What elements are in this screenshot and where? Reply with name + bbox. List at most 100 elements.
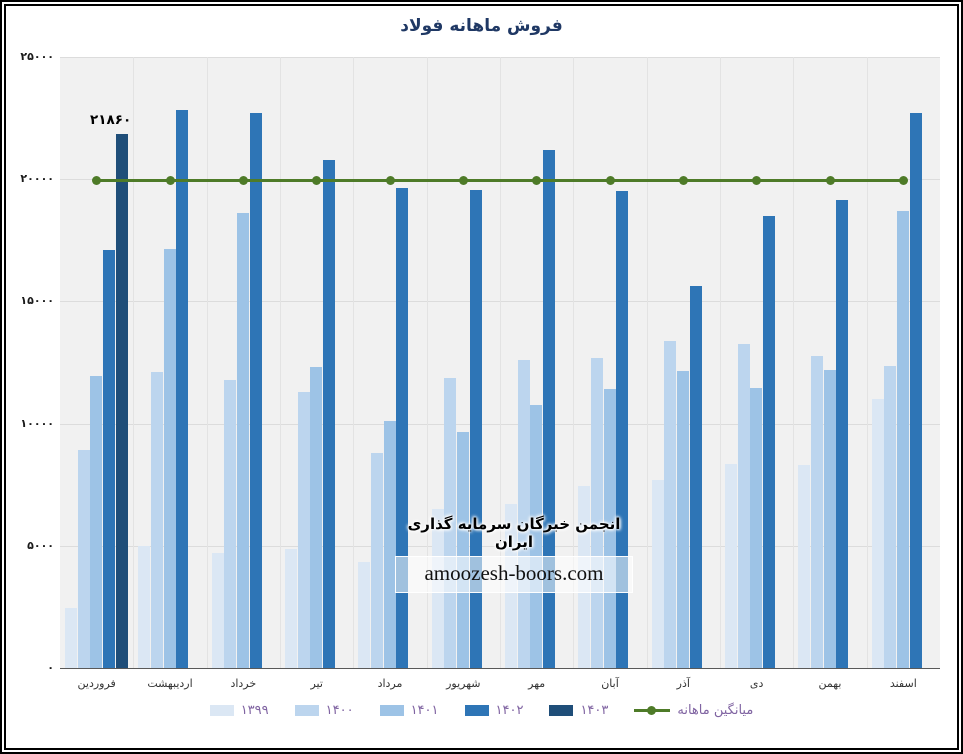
average-dot	[605, 175, 615, 185]
x-tick-label-آبان: آبان	[601, 677, 619, 690]
bar-۱۴۰۱-آبان	[603, 389, 616, 668]
legend-item-۱۳۹۹: ۱۳۹۹	[209, 703, 269, 718]
bar-۱۳۹۹-تیر	[285, 549, 298, 668]
legend-item-۱۴۰۳: ۱۴۰۳	[549, 703, 608, 718]
y-tick-label: ۰	[47, 661, 54, 674]
watermark-org-name: انجمن خبرگان سرمایه گذاری ایران	[407, 515, 621, 551]
bar-۱۴۰۰-تیر	[297, 391, 310, 668]
legend-label: ۱۳۹۹	[240, 703, 269, 718]
x-tick-label-مهر: مهر	[528, 677, 546, 690]
y-tick-label: ۱۰۰۰۰	[20, 416, 54, 430]
bar-۱۴۰۲-آذر	[689, 285, 702, 668]
gridline-vertical	[353, 57, 355, 668]
bar-۱۴۰۲-دی	[763, 215, 776, 668]
bar-۱۴۰۰-آذر	[664, 340, 677, 668]
legend-label: ۱۴۰۳	[580, 703, 609, 718]
average-dot	[238, 175, 248, 185]
average-dot	[532, 175, 542, 185]
gridline-vertical	[866, 57, 868, 668]
legend-item-۱۴۰۲: ۱۴۰۲	[464, 703, 524, 718]
x-tick-label-اسفند: اسفند	[889, 677, 917, 690]
gridline-vertical	[133, 57, 135, 668]
bar-۱۴۰۱-آذر	[677, 371, 690, 668]
bar-۱۴۰۱-دی	[750, 388, 763, 668]
legend-swatch	[379, 705, 404, 716]
legend-swatch	[464, 705, 489, 716]
bar-۱۴۰۱-اسفند	[897, 210, 910, 668]
bar-۱۳۹۹-فروردین	[65, 608, 78, 668]
bar-۱۴۰۲-بهمن	[836, 199, 849, 668]
average-dot	[458, 175, 468, 185]
bar-۱۳۹۹-بهمن	[798, 465, 811, 668]
gridline-vertical	[500, 57, 501, 668]
average-dot	[92, 175, 102, 185]
bar-۱۴۰۲-شهریور	[469, 190, 482, 668]
bar-۱۴۰۱-مرداد	[383, 421, 396, 668]
bar-۱۴۰۰-مرداد	[371, 452, 384, 668]
x-tick-label-خرداد: خرداد	[230, 677, 257, 690]
bar-۱۴۰۰-فروردین	[77, 450, 90, 668]
legend-average-marker-icon	[634, 706, 671, 715]
average-dot	[752, 175, 762, 185]
bar-۱۴۰۰-خرداد	[224, 379, 237, 668]
legend-label: ۱۴۰۰	[325, 703, 354, 718]
bar-۱۴۰۲-مرداد	[396, 187, 409, 668]
x-tick-label-اردیبهشت: اردیبهشت	[147, 677, 193, 690]
bar-۱۴۰۱-تیر	[310, 367, 323, 668]
legend-average-dot	[647, 706, 657, 715]
bar-۱۴۰۳-فروردین	[115, 133, 128, 668]
legend-label: ۱۴۰۲	[495, 703, 524, 718]
bar-۱۴۰۰-اردیبهشت	[151, 372, 164, 668]
bar-۱۴۰۱-مهر	[530, 405, 543, 668]
bar-۱۴۰۰-شهریور	[444, 378, 457, 668]
average-dot	[385, 175, 395, 185]
y-tick-label: ۲۵۰۰۰	[20, 50, 54, 63]
x-tick-label-شهریور: شهریور	[446, 677, 481, 690]
legend-average-label: میانگین ماهانه	[677, 703, 754, 718]
legend-label: ۱۴۰۱	[410, 703, 439, 718]
legend-item-۱۴۰۰: ۱۴۰۰	[294, 703, 354, 718]
bar-۱۴۰۲-تیر	[323, 159, 336, 668]
bar-۱۴۰۱-بهمن	[823, 369, 836, 668]
gridline-vertical	[793, 57, 795, 668]
average-dot	[165, 175, 175, 185]
watermark-domain: amoozesh-boors.com	[395, 556, 633, 593]
bar-۱۴۰۱-خرداد	[237, 213, 250, 668]
legend: ۱۳۹۹ ۱۴۰۰ ۱۴۰۱ ۱۴۰۲ ۱۴۰۳ میانگین ماهانه	[6, 703, 957, 718]
legend-swatch	[294, 705, 319, 716]
bar-۱۴۰۰-دی	[737, 344, 750, 668]
y-tick-label: ۵۰۰۰	[27, 538, 54, 552]
data-label-1403-farvardin: ۲۱۸۶۰	[90, 112, 132, 128]
x-tick-label-تیر: تیر	[310, 677, 323, 690]
average-dot	[825, 175, 835, 185]
bar-۱۴۰۱-اردیبهشت	[163, 248, 176, 668]
watermark: انجمن خبرگان سرمایه گذاری ایران amoozesh…	[395, 512, 633, 593]
bar-۱۴۰۲-فروردین	[103, 250, 116, 668]
legend-item-average: میانگین ماهانه	[634, 703, 753, 718]
bar-۱۳۹۹-آذر	[651, 479, 664, 668]
x-tick-label-آذر: آذر	[676, 677, 690, 690]
legend-item-۱۴۰۱: ۱۴۰۱	[379, 703, 439, 718]
average-dot	[898, 175, 908, 185]
legend-swatch	[549, 705, 574, 716]
gridline-vertical	[720, 57, 721, 668]
chart-title: فروش ماهانه فولاد	[400, 16, 563, 36]
bar-۱۳۹۹-اسفند	[871, 399, 884, 668]
bar-۱۳۹۹-دی	[725, 463, 738, 668]
bar-۱۴۰۲-آبان	[616, 191, 629, 668]
bar-۱۴۰۲-اسفند	[909, 113, 922, 668]
y-tick-label: ۲۰۰۰۰	[20, 172, 54, 186]
bar-۱۴۰۱-فروردین	[90, 375, 103, 668]
bar-۱۳۹۹-مرداد	[358, 561, 371, 668]
gridline-vertical	[646, 57, 648, 668]
x-tick-label-دی: دی	[749, 677, 764, 690]
average-line	[96, 178, 904, 182]
gridline-vertical	[426, 57, 428, 668]
average-dot	[312, 175, 322, 185]
legend-swatch	[209, 705, 234, 716]
bar-۱۴۰۲-خرداد	[249, 113, 262, 668]
gridline-vertical	[206, 57, 208, 668]
bar-۱۴۰۱-شهریور	[457, 432, 470, 668]
bar-۱۴۰۰-بهمن	[811, 356, 824, 668]
